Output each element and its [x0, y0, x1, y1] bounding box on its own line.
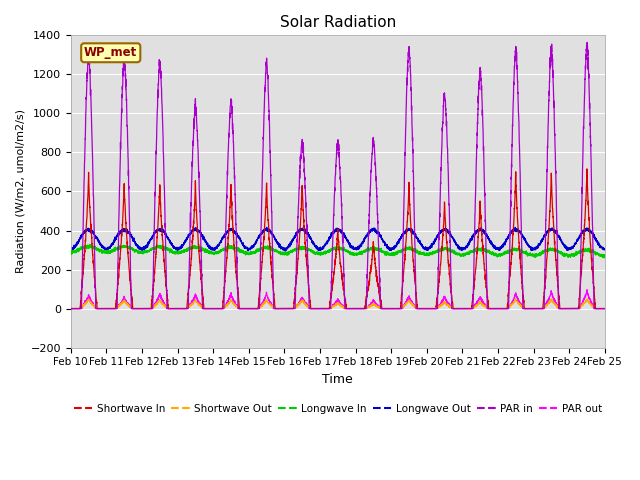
Legend: Shortwave In, Shortwave Out, Longwave In, Longwave Out, PAR in, PAR out: Shortwave In, Shortwave Out, Longwave In… — [70, 400, 606, 418]
X-axis label: Time: Time — [323, 373, 353, 386]
Y-axis label: Radiation (W/m2, umol/m2/s): Radiation (W/m2, umol/m2/s) — [15, 109, 25, 274]
Text: WP_met: WP_met — [84, 46, 138, 59]
Title: Solar Radiation: Solar Radiation — [280, 15, 396, 30]
